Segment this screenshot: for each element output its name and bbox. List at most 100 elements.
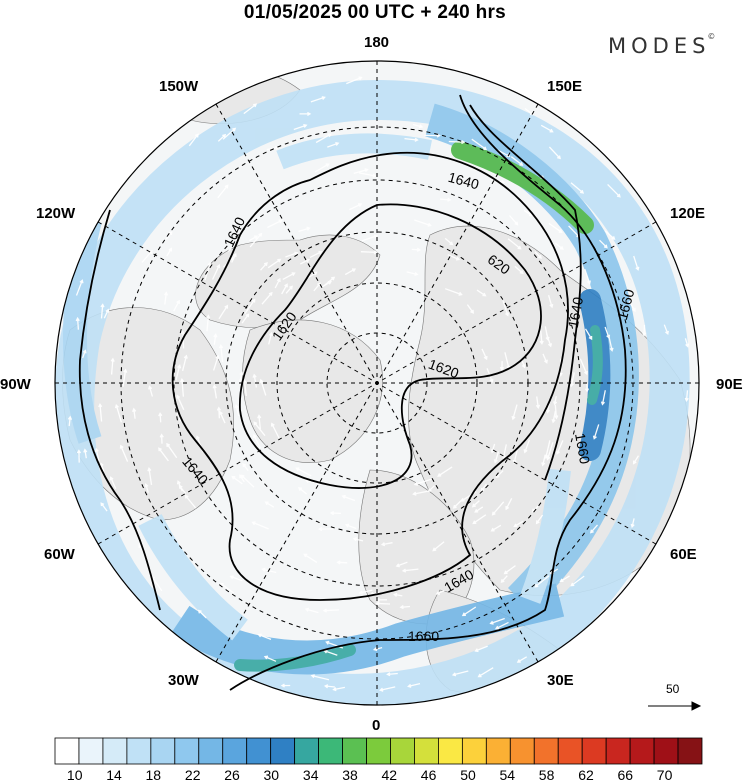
lon-label-60w: 60W (44, 546, 75, 563)
wind-arrow (380, 542, 393, 547)
wind-arrow (122, 368, 128, 387)
wind-arrow (318, 526, 335, 532)
wind-arrow (399, 604, 411, 610)
wind-arrow (344, 268, 357, 276)
colorbar-swatch (318, 737, 343, 765)
wind-arrow (360, 250, 378, 255)
lon-label-60e: 60E (670, 546, 697, 563)
wind-arrow (545, 403, 551, 414)
wind-arrow (432, 541, 445, 552)
wind-arrow (238, 371, 244, 383)
wind-arrow (375, 601, 391, 606)
wind-arrow (412, 123, 424, 129)
wind-arrow (604, 230, 616, 240)
contour-label: 1660 (408, 628, 439, 644)
wind-arrow (75, 316, 80, 330)
colorbar-tick-label: 14 (106, 767, 122, 782)
wind-arrow (239, 474, 245, 483)
wind-arrow (584, 268, 591, 285)
wind-arrow (188, 133, 199, 147)
wind-arrow (285, 251, 299, 258)
wind-arrow (466, 304, 474, 314)
brand-logo: MODES© (608, 32, 718, 58)
wind-arrow (401, 568, 419, 573)
wind-arrow (219, 582, 235, 594)
wind-arrow (539, 328, 544, 345)
wind-arrow (109, 476, 117, 489)
wind-arrow (547, 295, 554, 309)
wind-arrow (551, 410, 557, 424)
wind-arrow (540, 124, 554, 133)
wind-arrow (489, 617, 505, 625)
wind-arrow (114, 404, 123, 423)
lon-label-90w: 90W (0, 376, 31, 393)
wind-arrow (259, 378, 267, 396)
wind-arrow (490, 524, 502, 532)
vector-reference-label: 50 (666, 682, 680, 696)
colorbar-tick-label: 62 (578, 767, 594, 782)
wind-arrow (684, 390, 689, 402)
wind-arrow (412, 489, 431, 496)
wind-arrow (553, 395, 558, 406)
height-contours (78, 94, 627, 691)
colorbar-swatch (150, 737, 176, 765)
colorbar-tick-label: 66 (618, 767, 634, 782)
lon-label-0: 0 (372, 717, 381, 734)
lon-label-30w: 30W (168, 672, 199, 689)
wind-arrow (300, 258, 311, 265)
wind-arrow (352, 537, 364, 542)
wind-arrow (372, 646, 383, 652)
wind-arrow (229, 575, 243, 582)
wind-arrow (535, 514, 544, 525)
parallel-50 (173, 179, 581, 587)
chart-title: 01/05/2025 00 UTC + 240 hrs (243, 2, 507, 23)
wind-arrow (315, 133, 332, 144)
wind-arrow (493, 451, 500, 464)
lon-label-150e: 150E (547, 78, 583, 95)
wind-arrow (181, 354, 188, 372)
wind-arrow (197, 609, 207, 619)
colorbar-tick-label: 34 (303, 767, 319, 782)
colorbar-tick-label: 54 (500, 767, 516, 782)
wind-arrow (298, 226, 311, 233)
wind-arrow (524, 107, 535, 116)
wind-arrow (299, 111, 312, 117)
wind-arrow (248, 235, 259, 242)
colorbar-swatch (246, 737, 272, 765)
wind-arrow (159, 433, 164, 444)
wind-arrow (448, 139, 466, 145)
wind-arrow (144, 482, 149, 493)
wind-arrow (579, 358, 588, 376)
wind-arrow (414, 219, 432, 227)
wind-arrow (252, 373, 258, 388)
wind-arrow (407, 682, 421, 688)
wind-arrow (304, 607, 319, 614)
wind-arrow (267, 258, 282, 269)
wind-arrow (584, 328, 593, 341)
wind-arrow (447, 254, 461, 261)
colorbar-swatch (581, 737, 607, 765)
lon-label-30e: 30E (547, 672, 574, 689)
wind-arrow (481, 348, 488, 361)
wind-arrow (607, 183, 621, 198)
map-boundary (54, 60, 700, 706)
wind-arrow (260, 262, 268, 271)
wind-arrow (241, 313, 250, 324)
wind-arrow (231, 475, 243, 485)
wind-arrow (510, 156, 524, 166)
wind-arrow (427, 485, 435, 493)
colorbar-swatch (653, 737, 679, 765)
wind-arrow (94, 447, 100, 462)
wind-arrow (67, 415, 73, 427)
wind-arrow (270, 422, 280, 439)
graticule (55, 61, 699, 705)
wind-arrow (274, 277, 281, 289)
wind-arrow (310, 96, 326, 103)
wind-arrow (361, 234, 379, 242)
wind-arrow (516, 656, 528, 663)
colorbar-tick-label: 10 (67, 767, 83, 782)
wind-arrow (379, 686, 396, 692)
wind-arrow (282, 272, 296, 280)
wind-arrow (633, 255, 640, 271)
wind-arrow (295, 467, 312, 477)
